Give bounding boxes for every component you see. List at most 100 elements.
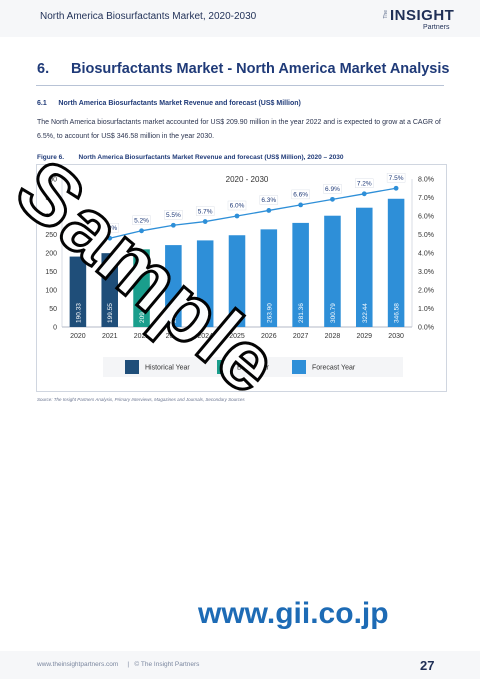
growth-label: 5.7% [198,208,213,215]
subsection-heading: 6.1 North America Biosurfactants Market … [37,100,301,107]
x-tick-label: 2021 [102,333,118,340]
x-tick-label: 2022 [134,333,150,340]
y-right-tick-label: 0.0% [418,325,434,332]
chart-container: 0 50 100 150 200 250 300 350 400 0.0% 1.0% 2.0% 3.0%… [36,164,447,392]
y-right-tick-label: 2.0% [418,288,434,295]
legend-swatch-base [217,360,231,374]
growth-label: 5.5% [166,212,181,219]
growth-label: 6.3% [261,197,276,204]
insight-partners-logo: The INSIGHT Partners [383,7,467,35]
bar-2026 [260,229,278,327]
logo-partners: Partners [423,24,450,31]
bar-value-label: 248 [235,312,242,323]
y-right-tick-label: 6.0% [418,214,434,221]
source-note: Source: The Insight Partners Analysis, P… [37,397,245,402]
footer-text: www.theinsightpartners.com | © The Insig… [37,661,200,668]
legend-label-historical: Historical Year [145,365,190,372]
section-divider [36,85,444,86]
summary-paragraph: The North America biosurfactants market … [37,119,441,140]
y-right-tick-label: 4.0% [418,251,434,258]
y-right-tick-label: 5.0% [418,232,434,239]
growth-label: 7.5% [389,175,404,182]
growth-point-2024 [202,219,208,224]
bar-value-label: 300.79 [330,303,337,323]
growth-point-2026 [266,208,272,213]
bar-2023 [165,245,182,327]
growth-label-box [195,206,215,216]
bar-value-label: 263.90 [266,303,273,323]
growth-label: 7.2% [357,181,372,188]
x-tick-label: 2025 [229,333,245,340]
growth-label-box [164,210,183,220]
bar-2024 [196,240,214,327]
y-left-tick-label: 400 [45,177,57,184]
growth-point-2030 [393,185,399,191]
y-right-tick-label: 3.0% [418,269,434,276]
bar-2020 [69,256,87,327]
y-right-tick-label: 7.0% [418,195,434,202]
legend-background [103,357,403,377]
legend-label-forecast: Forecast Year [312,365,356,372]
y-left-tick-label: 0 [53,325,57,332]
bar-value-label: 346.58 [394,303,401,323]
growth-label-box [259,195,279,205]
bar-2022 [133,249,150,327]
growth-label-box [227,200,247,211]
bar-2025 [228,235,246,327]
page-header: North America Biosurfactants Market, 202… [0,0,480,37]
revenue-chart: 0 50 100 150 200 250 300 350 400 0.0% 1.0% 2.0% 3.0%… [45,173,434,377]
growth-point-2022 [139,228,144,234]
x-tick-label: 2028 [325,333,341,340]
x-tick-label: 2030 [388,333,404,340]
figure-caption: Figure 6. North America Biosurfactants M… [37,154,344,161]
section-title: Biosurfactants Market - North America Ma… [71,61,450,77]
y-right-tick-label: 1.0% [418,306,434,313]
growth-point-2021 [107,235,113,241]
growth-label: 6.9% [325,186,340,193]
growth-label: 4.8% [102,225,117,232]
x-tick-label: 2027 [293,333,309,340]
legend-swatch-historical [125,360,139,374]
y-left-tick-label: 300 [45,214,57,221]
bar-value-label: 209.9 [139,306,146,323]
legend-swatch-forecast [292,360,306,374]
chart-title: 2020 - 2030 [226,175,269,184]
growth-label: 5.2% [134,218,149,225]
bar-2030 [387,198,405,327]
bar-value-label: 190.33 [75,303,82,323]
growth-rate-line [109,187,397,239]
growth-point-2023 [170,222,176,228]
growth-label-box [100,223,119,233]
x-tick-label: 2026 [261,333,277,340]
bar-value-label: 322.44 [362,303,369,323]
bar-2027 [292,222,309,327]
x-tick-label: 2029 [356,333,372,340]
growth-label-box [323,184,342,194]
page-number: 27 [420,658,435,673]
growth-point-2025 [234,213,240,219]
x-tick-label: 2024 [197,333,213,340]
y-left-tick-label: 100 [45,288,57,295]
bar-value-label: 234.06 [203,303,210,323]
growth-label-box [291,189,310,200]
y-left-tick-label: 350 [45,195,57,202]
growth-label: 6.6% [293,192,308,199]
y-left-tick-label: 50 [49,306,57,313]
y-left-tick-label: 150 [45,269,57,276]
page-footer: www.theinsightpartners.com | © The Insig… [0,651,480,679]
x-tick-label: 2020 [70,333,86,340]
y-right-tick-label: 8.0% [418,177,434,184]
logo-insight: INSIGHT [390,7,455,24]
logo-the: The [383,10,389,19]
bar-2029 [356,207,373,327]
bar-value-label: 199.55 [107,303,114,323]
y-left-tick-label: 250 [45,232,57,239]
bar-value-label: 221.34 [171,303,178,323]
y-left-tick-label: 200 [45,251,57,258]
growth-point-2029 [361,191,367,197]
gii-url[interactable]: www.gii.co.jp [198,597,389,630]
growth-label-box [132,215,151,225]
growth-point-2027 [298,202,304,208]
growth-label-box [386,173,406,183]
growth-label: 6.0% [230,203,245,210]
